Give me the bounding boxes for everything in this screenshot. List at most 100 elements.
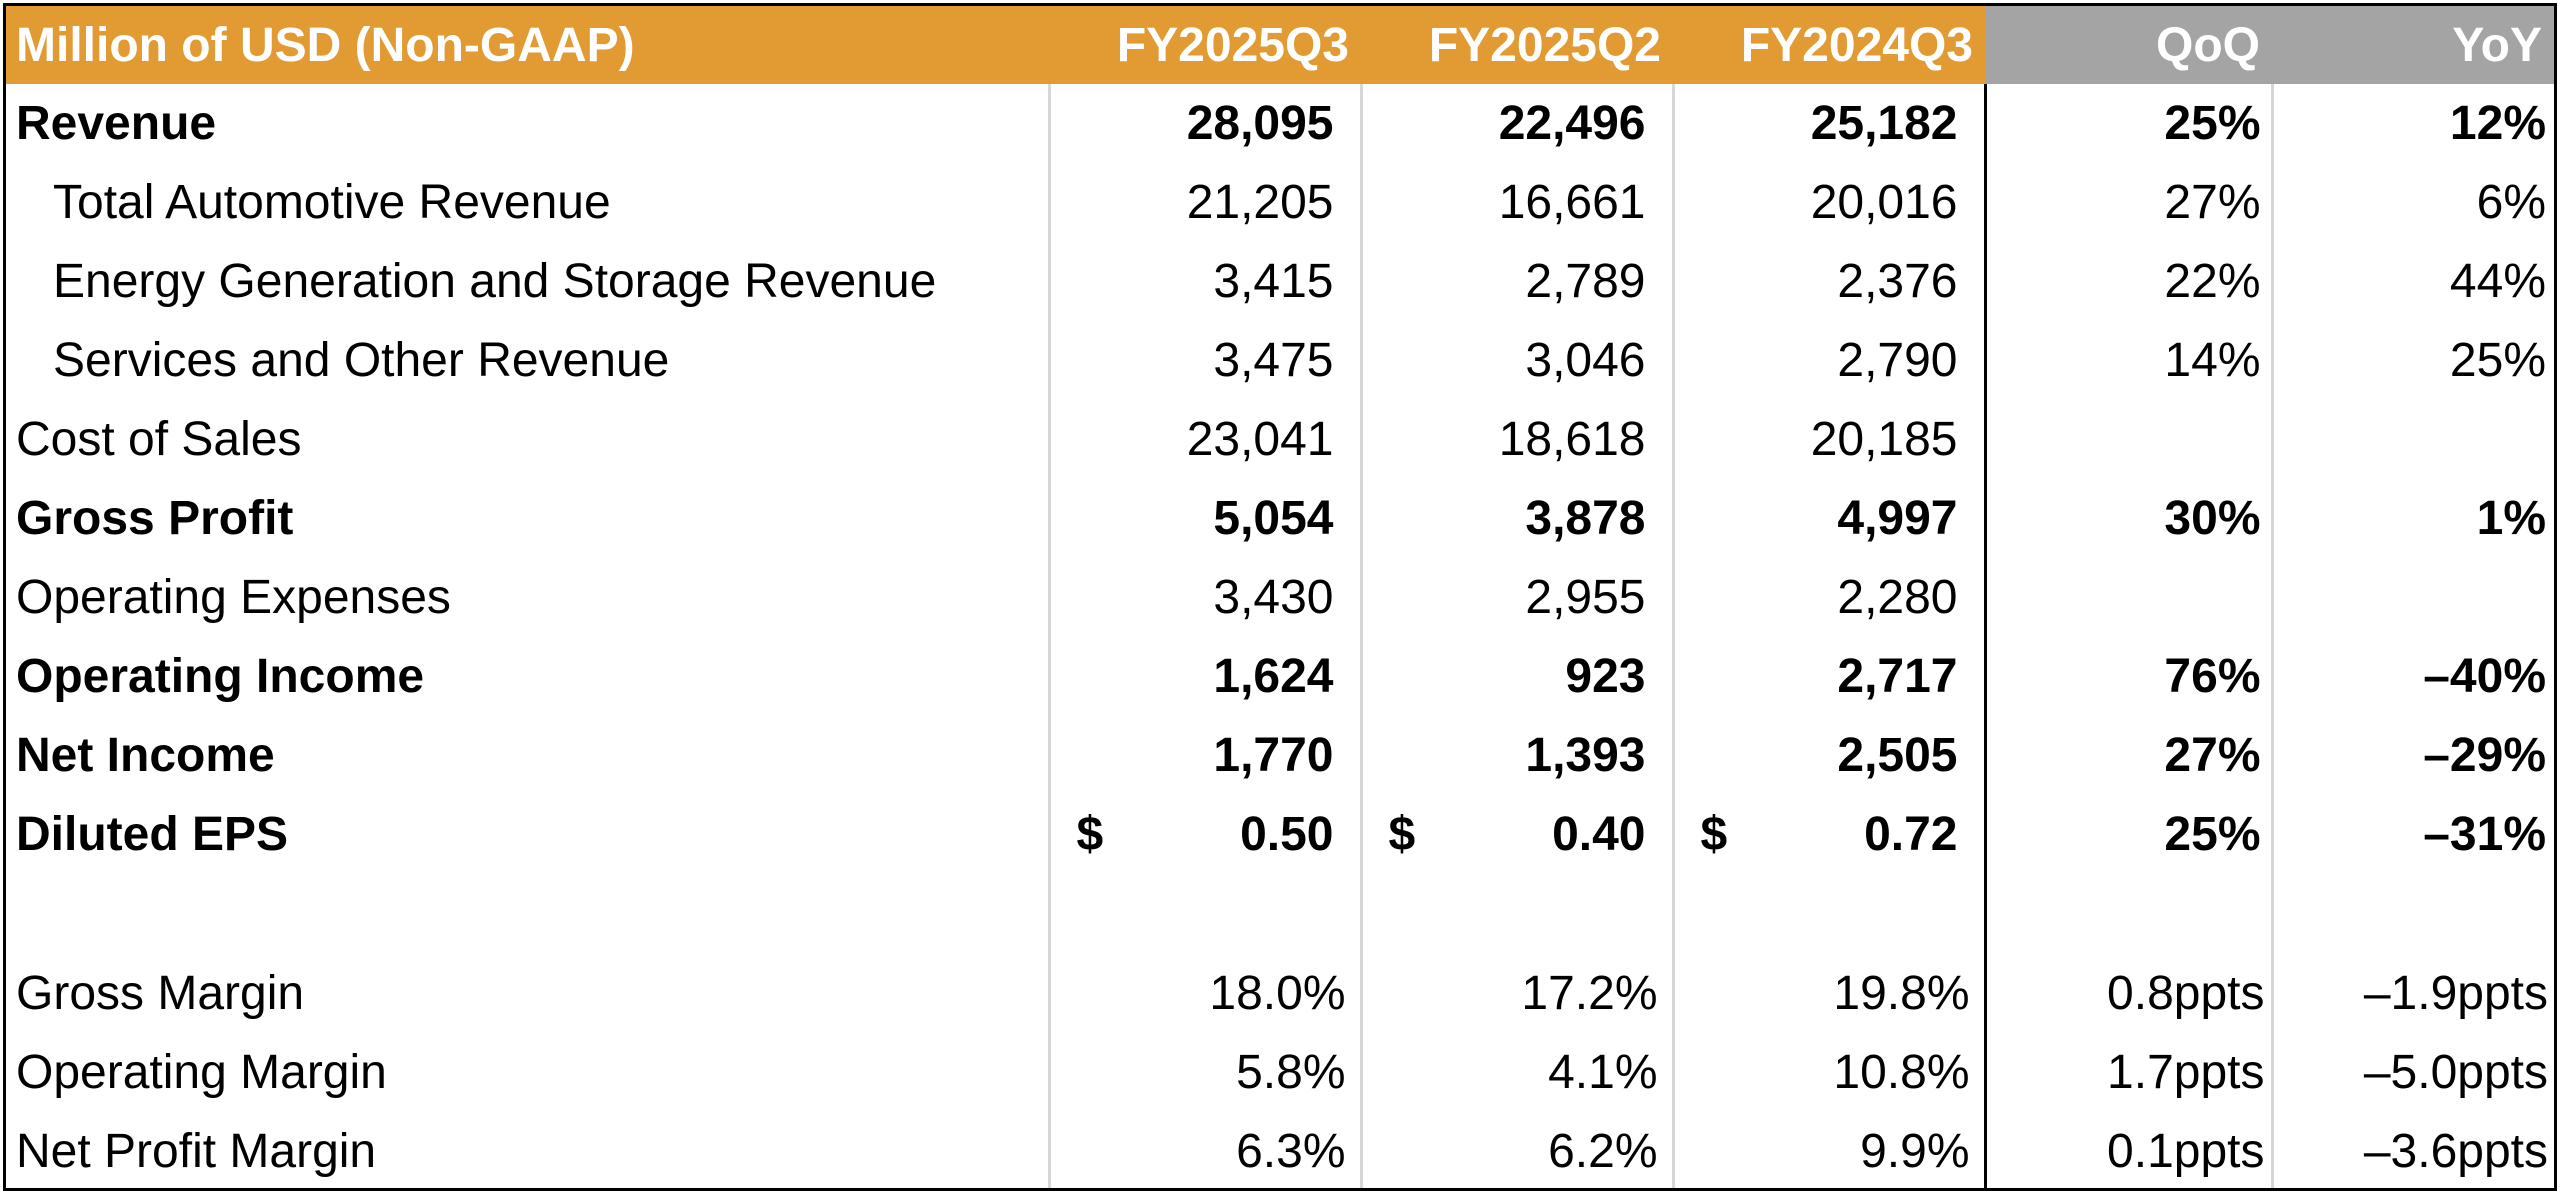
cell-yoy: 1% — [2270, 479, 2554, 558]
header-fy2024q3: FY2024Q3 — [1673, 6, 1985, 84]
cell-qoq: 27% — [1983, 716, 2272, 795]
financial-table: Million of USD (Non-GAAP) FY2025Q3 FY202… — [3, 3, 2557, 1191]
table-row-gross-margin: Gross Margin 18.0% 17.2% 19.8% 0.8ppts –… — [6, 954, 2554, 1033]
cell-qoq: 22% — [1983, 242, 2272, 321]
cell-yoy: 44% — [2270, 242, 2554, 321]
cell-fy2025q2: 1,393 — [1359, 716, 1673, 795]
row-label: Services and Other Revenue — [53, 334, 670, 387]
cell-yoy: –29% — [2270, 716, 2554, 795]
cell-fy2024q3: 9.9% — [1671, 1112, 1985, 1188]
row-label: Total Automotive Revenue — [53, 176, 611, 229]
cell-fy2025q3: 28,095 — [1047, 84, 1361, 163]
header-fy2025q3: FY2025Q3 — [1049, 6, 1361, 84]
cell-fy2024q3: 4,997 — [1671, 479, 1985, 558]
cell-fy2025q2: 17.2% — [1359, 954, 1673, 1033]
income-statement-table: Million of USD (Non-GAAP) FY2025Q3 FY202… — [6, 6, 2554, 1188]
eps-value: 0.72 — [1864, 808, 1958, 861]
cell-yoy: 6% — [2270, 163, 2554, 242]
table-row-gross-profit: Gross Profit 5,054 3,878 4,997 30% 1% — [6, 479, 2554, 558]
spacer-cell — [1671, 874, 1985, 954]
row-label: Diluted EPS — [16, 808, 289, 861]
cell-qoq: 0.1ppts — [1983, 1112, 2272, 1188]
cell-fy2025q3: 3,415 — [1047, 242, 1361, 321]
cell-fy2025q2: 3,878 — [1359, 479, 1673, 558]
cell-qoq: 25% — [1983, 84, 2272, 163]
row-label: Operating Income — [16, 650, 425, 703]
eps-value: 0.50 — [1240, 808, 1334, 861]
cell-fy2025q3: 5,054 — [1047, 479, 1361, 558]
cell-fy2025q2: 3,046 — [1359, 321, 1673, 400]
cell-fy2024q3: 2,376 — [1671, 242, 1985, 321]
cell-yoy: –1.9ppts — [2270, 954, 2554, 1033]
row-label: Revenue — [16, 97, 217, 150]
header-yoy: YoY — [2272, 6, 2554, 84]
table-row-services-other-revenue: Services and Other Revenue 3,475 3,046 2… — [6, 321, 2554, 400]
cell-yoy: –5.0ppts — [2270, 1033, 2554, 1112]
cell-fy2024q3: 10.8% — [1671, 1033, 1985, 1112]
cell-fy2024q3: 2,280 — [1671, 558, 1985, 637]
currency-symbol: $ — [1388, 808, 1416, 861]
cell-yoy: –40% — [2270, 637, 2554, 716]
cell-fy2025q2: 6.2% — [1359, 1112, 1673, 1188]
cell-fy2025q2: 16,661 — [1359, 163, 1673, 242]
cell-fy2024q3: 19.8% — [1671, 954, 1985, 1033]
cell-qoq: 1.7ppts — [1983, 1033, 2272, 1112]
cell-yoy: –3.6ppts — [2270, 1112, 2554, 1188]
cell-qoq: 76% — [1983, 637, 2272, 716]
cell-fy2024q3: 2,790 — [1671, 321, 1985, 400]
cell-qoq: 14% — [1983, 321, 2272, 400]
cell-fy2025q2: 2,955 — [1359, 558, 1673, 637]
eps-value: 0.40 — [1552, 808, 1646, 861]
cell-fy2025q3: 21,205 — [1047, 163, 1361, 242]
row-label: Gross Profit — [16, 492, 294, 545]
table-row-spacer — [6, 874, 2554, 954]
spacer-cell — [1983, 874, 2272, 954]
cell-fy2025q2: $0.40 — [1359, 795, 1673, 874]
row-label: Gross Margin — [16, 967, 305, 1020]
cell-fy2024q3: 2,505 — [1671, 716, 1985, 795]
cell-fy2024q3: 20,016 — [1671, 163, 1985, 242]
cell-qoq: 27% — [1983, 163, 2272, 242]
cell-qoq — [1983, 400, 2272, 479]
cell-fy2024q3: 25,182 — [1671, 84, 1985, 163]
currency-symbol: $ — [1700, 808, 1728, 861]
table-row-operating-margin: Operating Margin 5.8% 4.1% 10.8% 1.7ppts… — [6, 1033, 2554, 1112]
cell-yoy: –31% — [2270, 795, 2554, 874]
table-row-net-income: Net Income 1,770 1,393 2,505 27% –29% — [6, 716, 2554, 795]
table-row-net-profit-margin: Net Profit Margin 6.3% 6.2% 9.9% 0.1ppts… — [6, 1112, 2554, 1188]
cell-yoy: 12% — [2270, 84, 2554, 163]
cell-fy2025q3: 5.8% — [1047, 1033, 1361, 1112]
currency-symbol: $ — [1076, 808, 1104, 861]
table-row-operating-expenses: Operating Expenses 3,430 2,955 2,280 — [6, 558, 2554, 637]
cell-fy2025q2: 4.1% — [1359, 1033, 1673, 1112]
table-row-diluted-eps: Diluted EPS $0.50 $0.40 $0.72 25% –31% — [6, 795, 2554, 874]
cell-fy2025q3: 18.0% — [1047, 954, 1361, 1033]
row-label: Net Profit Margin — [16, 1125, 377, 1178]
cell-fy2025q3: $0.50 — [1047, 795, 1361, 874]
header-fy2025q2: FY2025Q2 — [1361, 6, 1673, 84]
spacer-cell — [2270, 874, 2554, 954]
cell-fy2025q2: 923 — [1359, 637, 1673, 716]
spacer-cell — [1047, 874, 1361, 954]
row-label: Energy Generation and Storage Revenue — [53, 255, 937, 308]
cell-fy2025q3: 1,624 — [1047, 637, 1361, 716]
cell-fy2025q3: 6.3% — [1047, 1112, 1361, 1188]
header-qoq: QoQ — [1985, 6, 2272, 84]
header-row: Million of USD (Non-GAAP) FY2025Q3 FY202… — [6, 6, 2554, 84]
row-label: Net Income — [16, 729, 275, 782]
cell-qoq: 30% — [1983, 479, 2272, 558]
cell-fy2025q3: 23,041 — [1047, 400, 1361, 479]
spacer-cell — [6, 874, 1049, 954]
cell-fy2024q3: 2,717 — [1671, 637, 1985, 716]
cell-fy2024q3: 20,185 — [1671, 400, 1985, 479]
cell-yoy: 25% — [2270, 321, 2554, 400]
cell-qoq: 0.8ppts — [1983, 954, 2272, 1033]
cell-fy2025q3: 3,430 — [1047, 558, 1361, 637]
cell-qoq: 25% — [1983, 795, 2272, 874]
header-unit-label: Million of USD (Non-GAAP) — [6, 6, 1049, 84]
cell-fy2025q2: 22,496 — [1359, 84, 1673, 163]
table-row-energy-generation-storage-revenue: Energy Generation and Storage Revenue 3,… — [6, 242, 2554, 321]
table-row-revenue: Revenue 28,095 22,496 25,182 25% 12% — [6, 84, 2554, 163]
row-label: Cost of Sales — [16, 413, 302, 466]
row-label: Operating Margin — [16, 1046, 387, 1099]
